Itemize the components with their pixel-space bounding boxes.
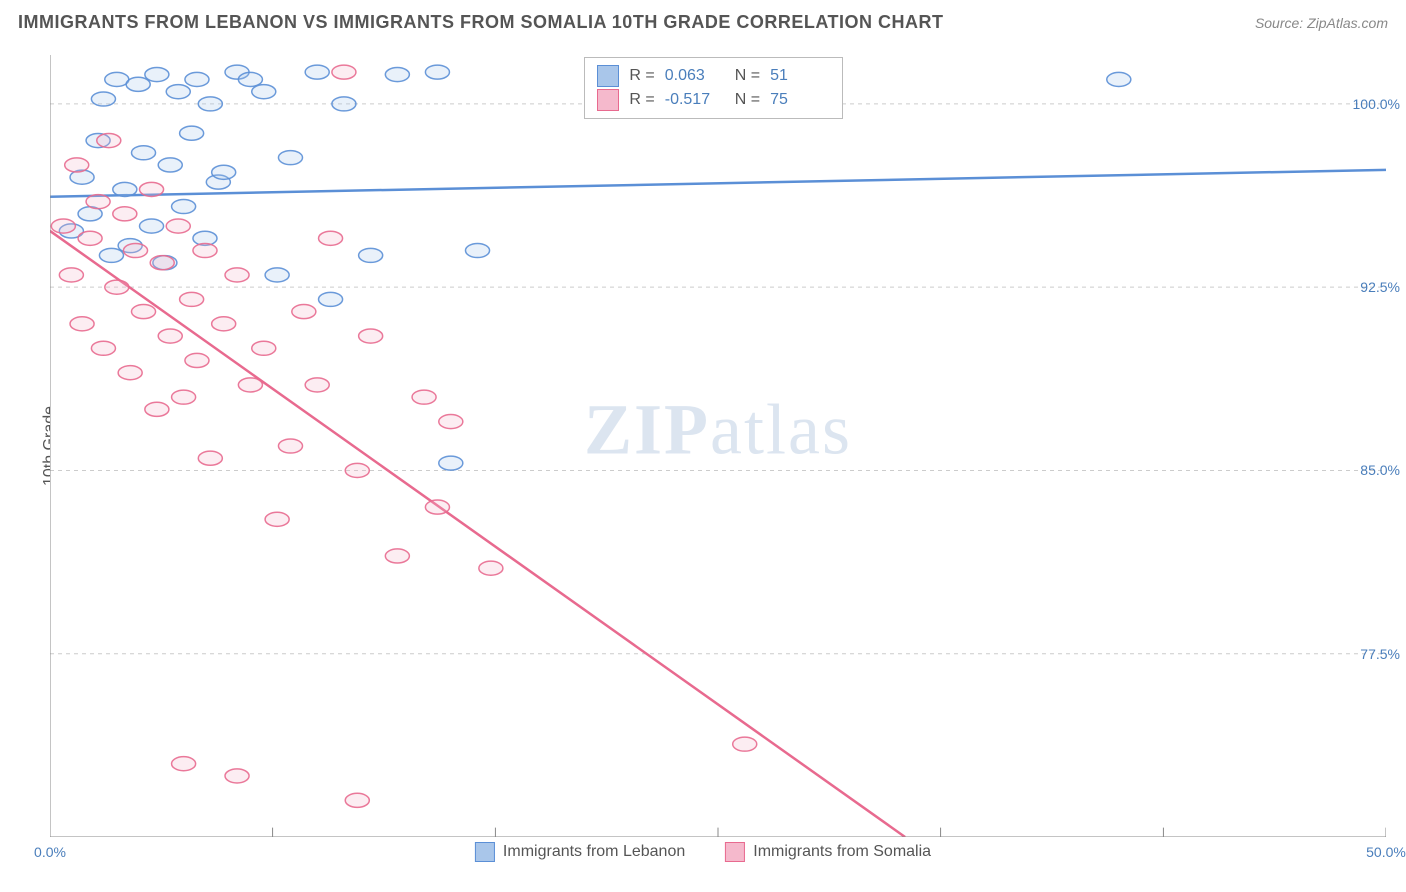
data-point [305, 65, 329, 79]
data-point [105, 72, 129, 86]
data-point [212, 165, 236, 179]
data-point [158, 158, 182, 172]
data-point [65, 158, 89, 172]
y-tick-label: 100.0% [1353, 96, 1400, 112]
data-point [185, 353, 209, 367]
data-point [118, 366, 142, 380]
data-point [252, 341, 276, 355]
data-point [140, 219, 164, 233]
data-point [439, 456, 463, 470]
data-point [198, 451, 222, 465]
x-tick-label: 50.0% [1366, 844, 1406, 860]
legend-swatch [725, 842, 745, 862]
data-point [465, 243, 489, 257]
data-point [385, 68, 409, 82]
data-point [319, 292, 343, 306]
data-point [278, 439, 302, 453]
data-point [265, 268, 289, 282]
series-legend: Immigrants from Lebanon Immigrants from S… [475, 842, 931, 862]
data-point [193, 243, 217, 257]
data-point [212, 317, 236, 331]
data-point [180, 292, 204, 306]
y-tick-label: 77.5% [1360, 646, 1400, 662]
data-point [86, 195, 110, 209]
data-point [278, 151, 302, 165]
legend-label: Immigrants from Lebanon [503, 843, 685, 861]
data-point [97, 133, 121, 147]
data-point [180, 126, 204, 140]
data-point [319, 231, 343, 245]
data-point [131, 146, 155, 160]
data-point [113, 182, 137, 196]
data-point [412, 390, 436, 404]
legend-item: Immigrants from Lebanon [475, 842, 685, 862]
data-point [172, 757, 196, 771]
data-point [225, 769, 249, 783]
data-point [479, 561, 503, 575]
data-point [198, 97, 222, 111]
data-point [140, 182, 164, 196]
data-point [166, 219, 190, 233]
data-point [78, 231, 102, 245]
data-point [345, 793, 369, 807]
data-point [126, 77, 150, 91]
x-tick-label: 0.0% [34, 844, 66, 860]
data-point [113, 207, 137, 221]
data-point [123, 243, 147, 257]
data-point [70, 317, 94, 331]
legend-label: Immigrants from Somalia [753, 843, 931, 861]
data-point [425, 65, 449, 79]
data-point [238, 378, 262, 392]
data-point [105, 280, 129, 294]
plot-area: ZIPatlas R =0.063N =51R =-0.517N =75 [50, 55, 1386, 837]
data-point [145, 68, 169, 82]
legend-row: R =0.063N =51 [597, 64, 830, 88]
data-point [252, 85, 276, 99]
data-point [345, 463, 369, 477]
data-point [99, 248, 123, 262]
data-point [332, 65, 356, 79]
data-point [91, 341, 115, 355]
data-point [359, 329, 383, 343]
data-point [332, 97, 356, 111]
data-point [51, 219, 75, 233]
data-point [265, 512, 289, 526]
legend-item: Immigrants from Somalia [725, 842, 931, 862]
y-tick-label: 92.5% [1360, 279, 1400, 295]
data-point [425, 500, 449, 514]
y-tick-label: 85.0% [1360, 462, 1400, 478]
data-point [145, 402, 169, 416]
data-point [172, 199, 196, 213]
data-point [131, 305, 155, 319]
data-point [166, 85, 190, 99]
correlation-legend: R =0.063N =51R =-0.517N =75 [584, 57, 843, 119]
data-point [59, 268, 83, 282]
data-point [185, 72, 209, 86]
data-point [158, 329, 182, 343]
source-attribution: Source: ZipAtlas.com [1255, 15, 1388, 31]
data-point [385, 549, 409, 563]
data-point [733, 737, 757, 751]
data-point [238, 72, 262, 86]
data-point [1107, 72, 1131, 86]
data-point [292, 305, 316, 319]
data-point [150, 256, 174, 270]
data-point [439, 415, 463, 429]
data-point [305, 378, 329, 392]
scatter-chart [50, 55, 1386, 837]
data-point [91, 92, 115, 106]
legend-row: R =-0.517N =75 [597, 88, 830, 112]
legend-swatch [475, 842, 495, 862]
chart-title: IMMIGRANTS FROM LEBANON VS IMMIGRANTS FR… [18, 12, 943, 33]
legend-swatch [597, 65, 619, 87]
data-point [172, 390, 196, 404]
data-point [225, 268, 249, 282]
data-point [359, 248, 383, 262]
legend-swatch [597, 89, 619, 111]
